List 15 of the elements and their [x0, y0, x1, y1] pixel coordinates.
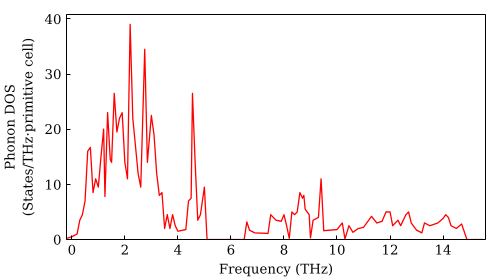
x-tick-label: 2 — [120, 244, 130, 258]
x-axis-title: Frequency (THz) — [218, 262, 334, 278]
y-tick-label: 10 — [44, 178, 62, 194]
x-tick-label: 10 — [328, 244, 346, 258]
y-tick-label: 30 — [44, 68, 62, 84]
y-tick-label: 20 — [44, 123, 62, 138]
x-tick-label: 4 — [174, 244, 182, 258]
y-axis-title: Phonon DOS (States/THz·primitive cell) — [4, 38, 37, 216]
x-tick-label: 6 — [226, 244, 236, 258]
x-tick-label: 0 — [68, 244, 76, 258]
y-tick-label: 40 — [44, 12, 62, 28]
y-tick-label: 0 — [53, 234, 62, 248]
x-tick-label: 8 — [280, 244, 288, 258]
x-tick-label: 12 — [382, 244, 399, 258]
x-tick-label: 14 — [434, 244, 452, 258]
